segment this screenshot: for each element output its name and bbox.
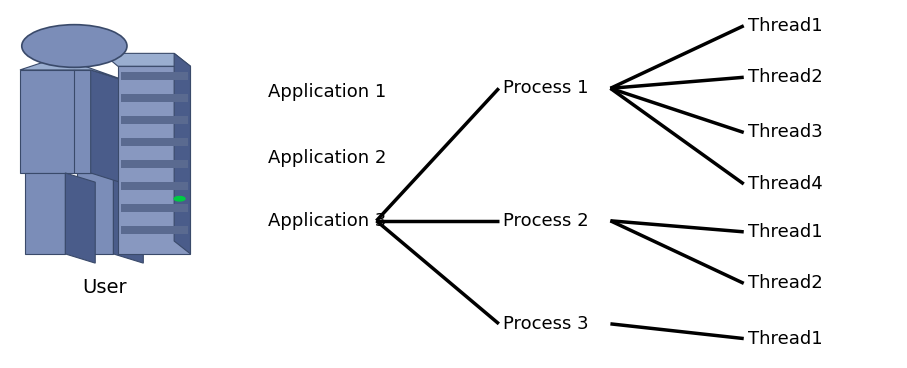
Text: Process 2: Process 2 [503, 212, 589, 230]
Text: Process 1: Process 1 [503, 79, 589, 97]
Polygon shape [91, 70, 132, 186]
Text: Thread2: Thread2 [748, 68, 823, 86]
Circle shape [174, 197, 185, 201]
Polygon shape [20, 70, 91, 173]
Circle shape [22, 25, 127, 67]
Text: Process 3: Process 3 [503, 315, 589, 333]
Polygon shape [118, 66, 190, 254]
Text: Thread3: Thread3 [748, 124, 823, 141]
Polygon shape [121, 116, 188, 124]
Text: Thread4: Thread4 [748, 175, 823, 193]
Polygon shape [121, 182, 188, 190]
Polygon shape [121, 204, 188, 212]
Polygon shape [77, 173, 113, 254]
Polygon shape [121, 72, 188, 80]
Polygon shape [121, 138, 188, 146]
Text: User: User [82, 278, 127, 297]
Polygon shape [121, 226, 188, 234]
Polygon shape [121, 160, 188, 168]
Polygon shape [121, 94, 188, 102]
Polygon shape [65, 173, 95, 263]
Text: Thread1: Thread1 [748, 17, 823, 35]
Polygon shape [102, 53, 190, 66]
Polygon shape [20, 57, 132, 83]
Polygon shape [174, 53, 190, 254]
Text: Application 1: Application 1 [268, 83, 385, 101]
Text: Thread2: Thread2 [748, 275, 823, 292]
Text: Thread1: Thread1 [748, 330, 823, 347]
Polygon shape [25, 173, 65, 254]
Text: Application 2: Application 2 [268, 149, 386, 167]
Polygon shape [113, 173, 143, 263]
Text: Application 3: Application 3 [268, 212, 386, 230]
Text: Thread1: Thread1 [748, 223, 823, 241]
